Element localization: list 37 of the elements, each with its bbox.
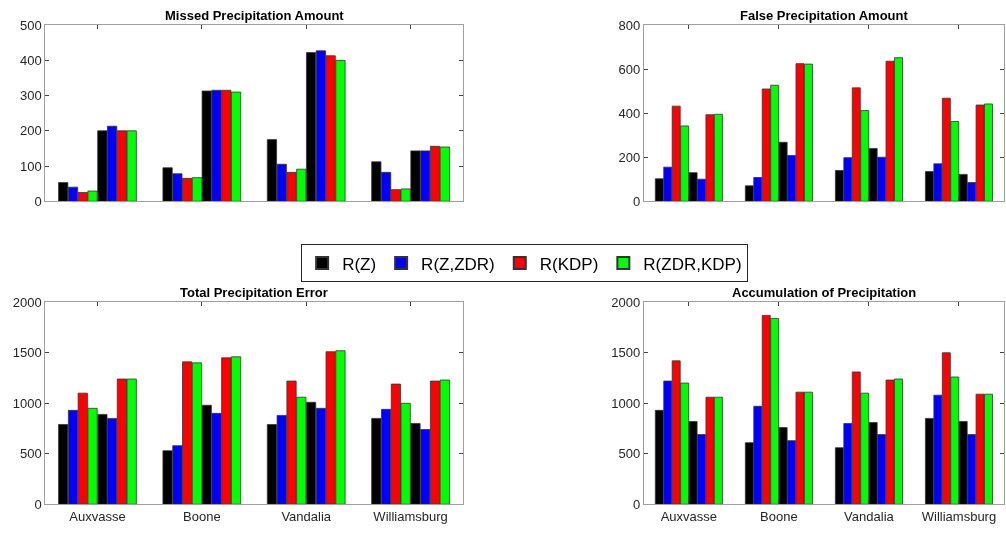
y-tick-label: 200: [19, 123, 42, 139]
y-tick-label: 1500: [611, 345, 641, 361]
chart-title: Accumulation of Precipitation: [732, 285, 917, 300]
x-tick-label: Boone: [183, 508, 221, 524]
y-tick-label: 0: [34, 496, 42, 512]
legend-label: R(Z): [342, 254, 377, 274]
y-tick-label: 1500: [12, 345, 42, 361]
y-tick-label: 1000: [12, 395, 42, 411]
y-tick-label: 500: [19, 17, 42, 33]
chart-title: False Precipitation Amount: [740, 8, 909, 23]
legend-label: R(Z,ZDR): [421, 254, 495, 274]
y-tick-label: 200: [618, 149, 641, 165]
chart-title: Total Precipitation Error: [180, 285, 328, 300]
y-tick-label: 500: [618, 446, 641, 462]
legend-label: R(ZDR,KDP): [643, 254, 742, 274]
legend-label: R(KDP): [539, 254, 599, 274]
y-tick-label: 400: [19, 52, 42, 68]
y-tick-label: 1000: [611, 395, 641, 411]
chart-title: Missed Precipitation Amount: [165, 8, 345, 23]
x-tick-label: Auxvasse: [69, 508, 126, 524]
x-tick-label: Williamsburg: [921, 508, 997, 524]
y-tick-label: 2000: [12, 294, 42, 310]
y-tick-label: 0: [34, 193, 42, 209]
x-tick-label: Vandalia: [281, 508, 332, 524]
y-tick-label: 0: [633, 496, 641, 512]
y-tick-label: 400: [618, 105, 641, 121]
y-tick-label: 100: [19, 158, 42, 174]
x-tick-label: Auxvasse: [660, 508, 718, 524]
y-tick-label: 500: [19, 446, 42, 462]
y-tick-label: 600: [618, 61, 641, 77]
y-tick-label: 0: [633, 193, 641, 209]
y-tick-label: 800: [618, 17, 641, 33]
x-tick-label: Boone: [760, 508, 798, 524]
y-tick-label: 2000: [611, 294, 641, 310]
y-tick-label: 300: [19, 88, 42, 104]
x-tick-label: Vandalia: [844, 508, 895, 524]
x-tick-label: Williamsburg: [373, 508, 448, 524]
